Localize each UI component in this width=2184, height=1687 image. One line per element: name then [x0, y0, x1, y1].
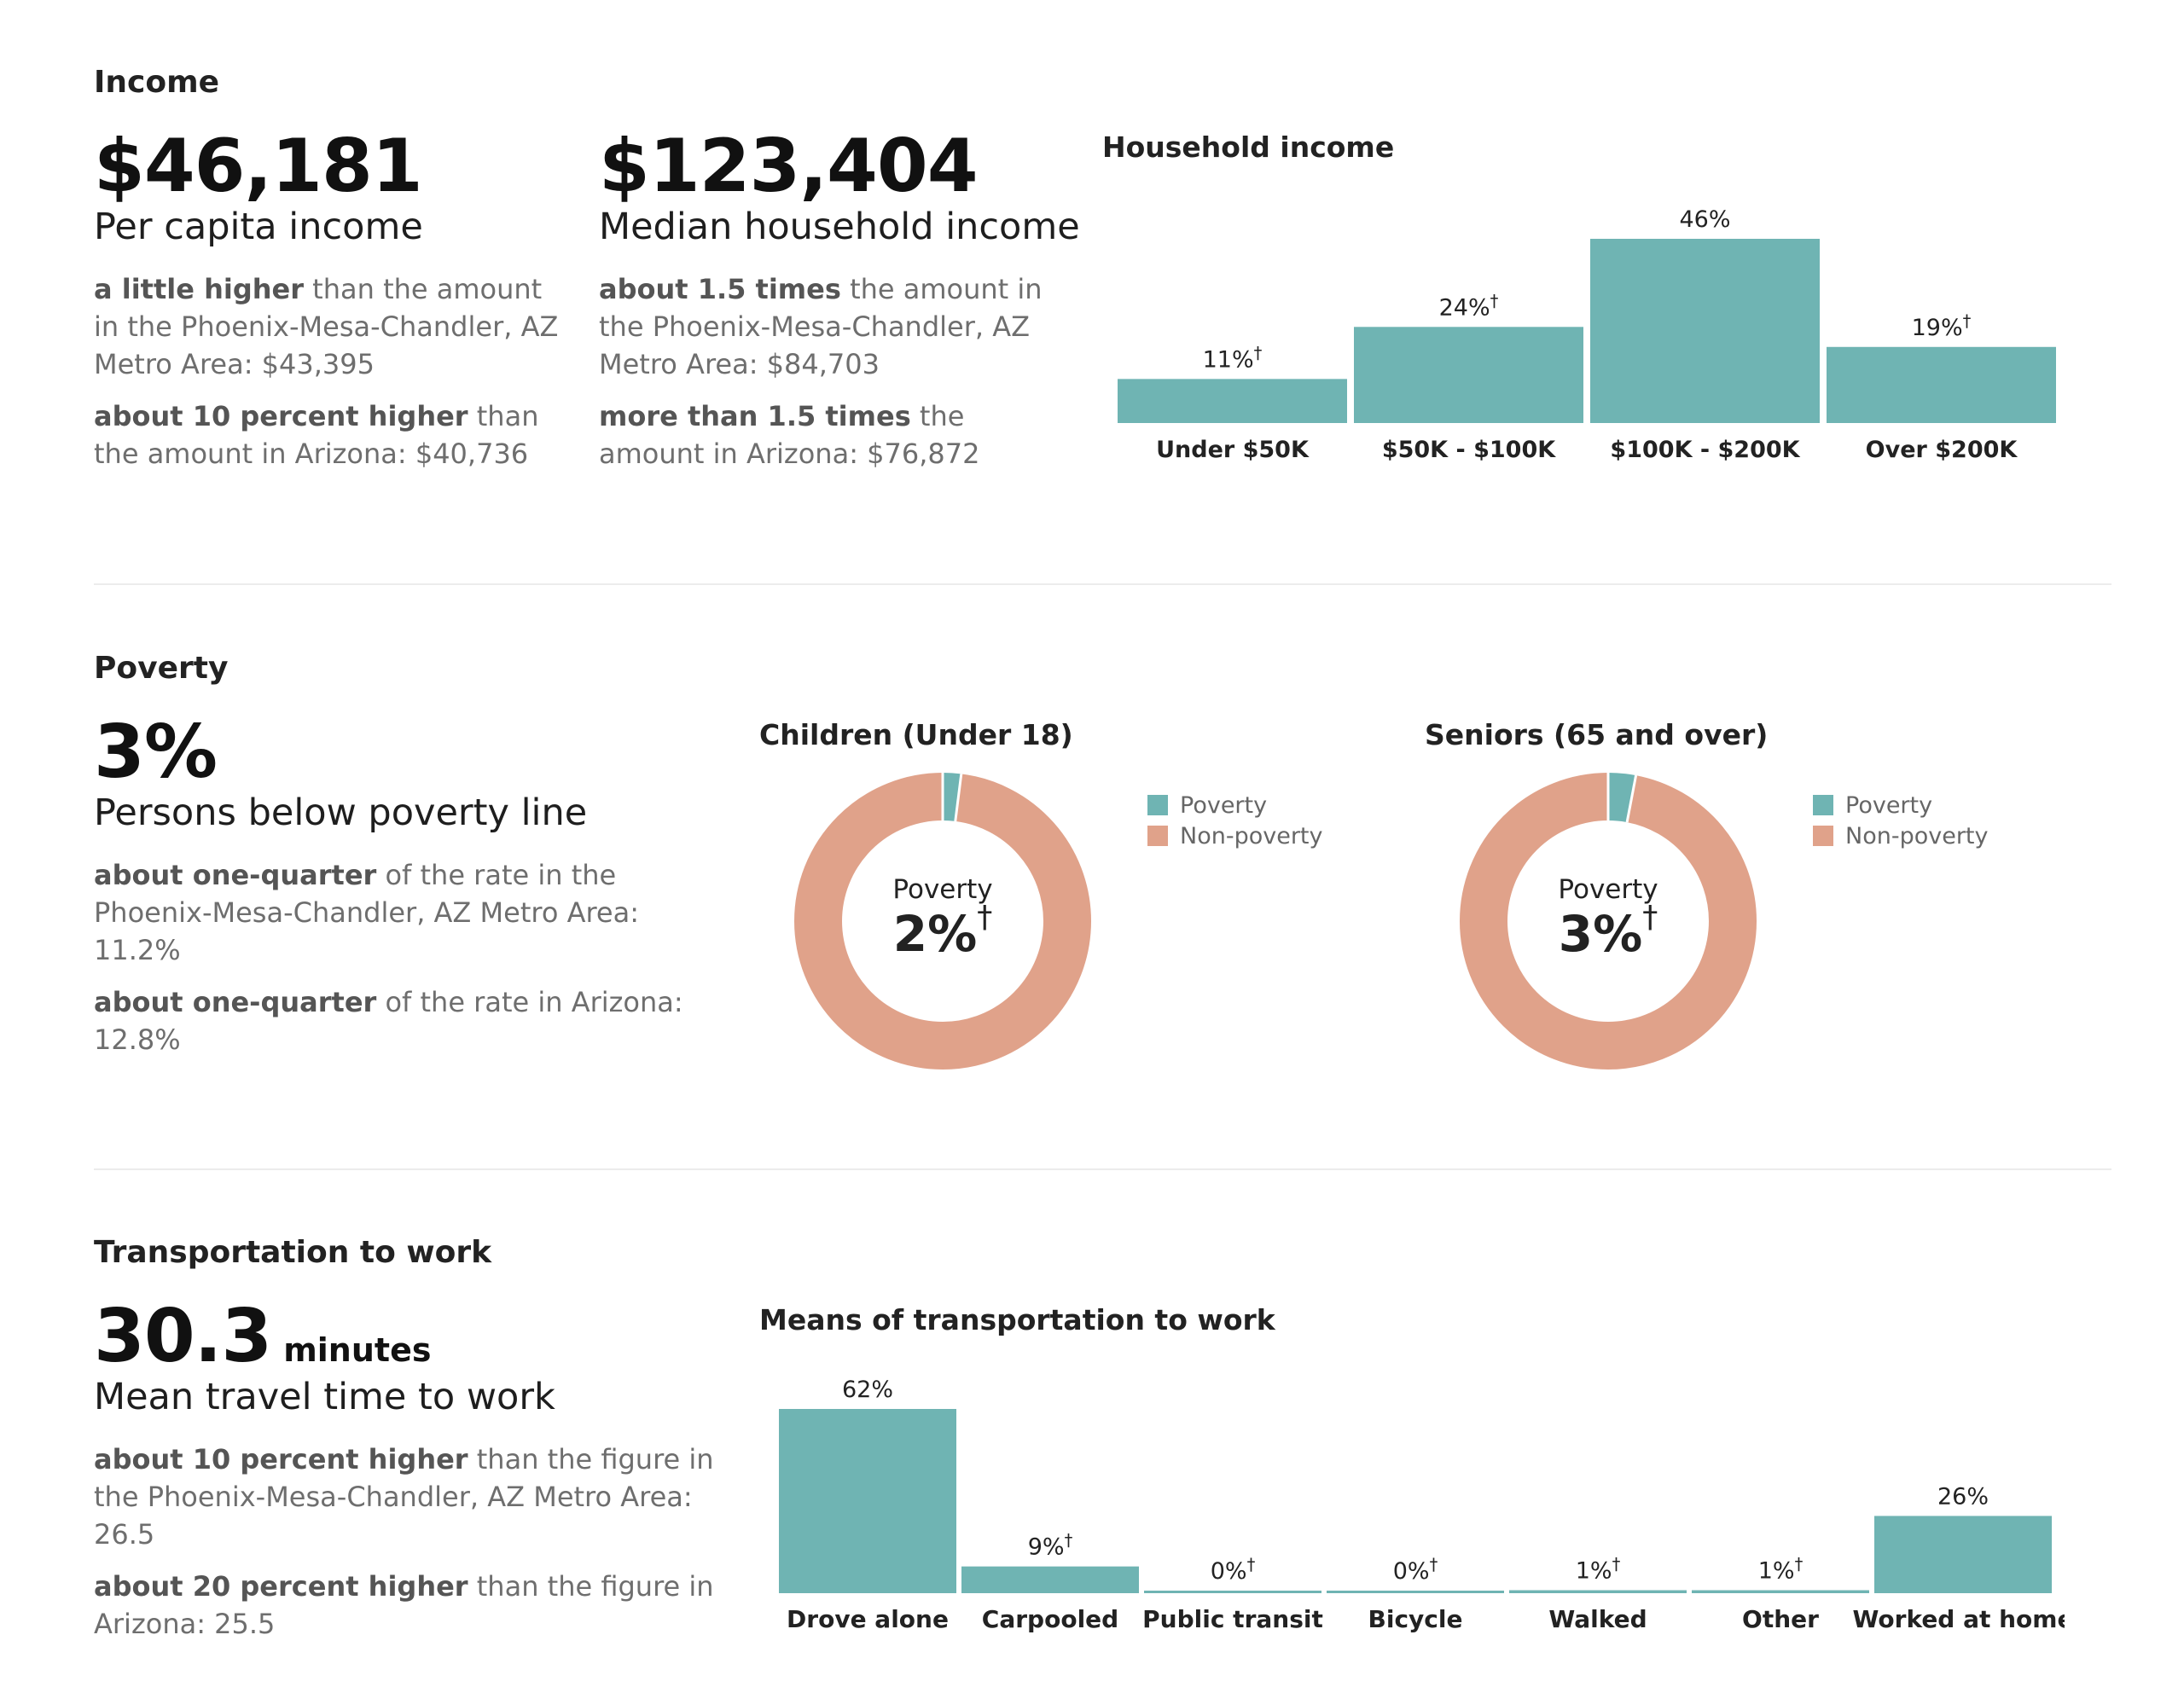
bar-under-50k: [1118, 379, 1347, 423]
bar-worked-at-home: [1874, 1516, 2052, 1593]
travel-time-value-row: 30.3 minutes: [94, 1294, 742, 1379]
median-household-income-value: $123,404: [599, 124, 979, 209]
category-label-bicycle: Bicycle: [1368, 1605, 1463, 1633]
transport-means-chart: 62% Drove alone 9%† Carpooled 0%† Public tran…: [779, 1377, 2065, 1633]
poverty-rate-value: 3%: [94, 710, 218, 795]
category-label-worked-at-home: Worked at home: [1853, 1605, 2065, 1633]
travel-time-state-comparison: about 20 percent higher than the figure …: [94, 1570, 714, 1640]
poverty-section-divider: [94, 1168, 2111, 1170]
legend-swatch-non-poverty: [1147, 826, 1168, 846]
bar-other: [1692, 1590, 1869, 1593]
per-capita-income-block: $46,181 Per capita income a little highe…: [94, 124, 572, 487]
bar-walked: [1509, 1590, 1687, 1593]
legend-item-non-poverty: Non-poverty: [1147, 820, 1322, 851]
category-label-100k-200k: $100K - $200K: [1610, 437, 1800, 463]
data-label-100k-200k: 46%: [1679, 206, 1730, 233]
bar-public-transit: [1144, 1591, 1321, 1593]
bar-100k-200k: [1590, 239, 1820, 423]
travel-time-unit: minutes: [283, 1331, 432, 1369]
data-label-under-50k: 11%†: [1203, 343, 1263, 373]
children-poverty-center-value: 2%†: [892, 900, 993, 963]
category-label-other: Other: [1742, 1605, 1819, 1633]
travel-time-comparisons: about 10 percent higher than the figure …: [94, 1441, 742, 1643]
legend-swatch-poverty: [1813, 795, 1833, 815]
median-household-income-label: Median household income: [599, 206, 1080, 248]
poverty-comparisons: about one-quarter of the rate in the Pho…: [94, 856, 708, 1058]
median-household-income-block: $123,404 Median household income about 1…: [599, 124, 1080, 487]
legend-item-poverty: Poverty: [1147, 790, 1322, 820]
slice-separator: [954, 774, 963, 822]
travel-time-metro-comparison: about 10 percent higher than the figure …: [94, 1443, 714, 1551]
seniors-poverty-center: Poverty 3%†: [1506, 874, 1711, 963]
bar-carpooled: [961, 1566, 1139, 1593]
seniors-poverty-chart-title: Seniors (65 and over): [1425, 718, 1769, 751]
poverty-rate-label: Persons below poverty line: [94, 791, 588, 834]
legend-item-non-poverty: Non-poverty: [1813, 820, 1988, 851]
category-label-drove-alone: Drove alone: [787, 1605, 949, 1633]
median-household-state-comparison: more than 1.5 times the amount in Arizon…: [599, 400, 980, 470]
legend-swatch-non-poverty: [1813, 826, 1833, 846]
category-label-walked: Walked: [1548, 1605, 1647, 1633]
per-capita-income-label: Per capita income: [94, 206, 423, 248]
median-household-comparisons: about 1.5 times the amount in the Phoeni…: [599, 270, 1051, 472]
legend-item-poverty: Poverty: [1813, 790, 1988, 820]
data-label-worked-at-home: 26%: [1937, 1483, 1989, 1510]
data-label-other: 1%†: [1758, 1555, 1804, 1585]
income-section-divider: [94, 583, 2111, 585]
travel-time-label: Mean travel time to work: [94, 1376, 555, 1418]
children-poverty-donut: [794, 773, 1091, 1070]
category-label-over-200k: Over $200K: [1866, 437, 2018, 463]
seniors-poverty-donut: [1460, 773, 1757, 1070]
poverty-metro-comparison: about one-quarter of the rate in the Pho…: [94, 859, 639, 966]
bar-bicycle: [1327, 1591, 1504, 1593]
household-income-chart: 11%† Under $50K 24%† $50K - $100K 46% $100K -…: [1118, 206, 2056, 463]
children-poverty-legend: Poverty Non-poverty: [1147, 790, 1322, 851]
bar-50k-100k: [1354, 327, 1583, 423]
seniors-poverty-center-label: Poverty: [1558, 874, 1658, 905]
data-label-50k-100k: 24%†: [1439, 291, 1499, 321]
data-label-carpooled: 9%†: [1028, 1531, 1073, 1561]
data-label-bicycle: 0%†: [1393, 1555, 1438, 1585]
travel-time-value: 30.3: [94, 1294, 272, 1379]
slice-separator: [1625, 774, 1638, 823]
transport-section-title: Transportation to work: [94, 1235, 492, 1270]
bar-over-200k: [1827, 346, 2056, 423]
data-label-walked: 1%†: [1576, 1555, 1621, 1585]
data-label-over-200k: 19%†: [1912, 311, 1972, 341]
category-label-under-50k: Under $50K: [1156, 437, 1310, 463]
bar-drove-alone: [779, 1409, 956, 1593]
per-capita-state-comparison: about 10 percent higher than the amount …: [94, 400, 539, 470]
seniors-poverty-center-value: 3%†: [1558, 900, 1658, 963]
category-label-public-transit: Public transit: [1142, 1605, 1323, 1633]
poverty-section-title: Poverty: [94, 651, 229, 686]
children-poverty-chart-title: Children (Under 18): [759, 718, 1073, 751]
children-poverty-center: Poverty 2%†: [840, 874, 1045, 963]
poverty-rate-block: 3% Persons below poverty line about one-…: [94, 710, 708, 1073]
median-household-metro-comparison: about 1.5 times the amount in the Phoeni…: [599, 273, 1043, 380]
income-section-title: Income: [94, 65, 220, 100]
poverty-state-comparison: about one-quarter of the rate in Arizona…: [94, 986, 683, 1056]
data-label-drove-alone: 62%: [842, 1377, 893, 1403]
per-capita-income-comparisons: a little higher than the amount in the P…: [94, 270, 572, 472]
household-income-chart-title: Household income: [1102, 130, 1395, 164]
travel-time-block: 30.3 minutes Mean travel time to work abo…: [94, 1294, 742, 1657]
children-poverty-center-label: Poverty: [892, 874, 993, 905]
transport-means-chart-title: Means of transportation to work: [759, 1303, 1275, 1336]
category-label-50k-100k: $50K - $100K: [1382, 437, 1556, 463]
per-capita-metro-comparison: a little higher than the amount in the P…: [94, 273, 559, 380]
legend-swatch-poverty: [1147, 795, 1168, 815]
data-label-public-transit: 0%†: [1211, 1555, 1256, 1585]
category-label-carpooled: Carpooled: [982, 1605, 1118, 1633]
per-capita-income-value: $46,181: [94, 124, 423, 209]
seniors-poverty-legend: Poverty Non-poverty: [1813, 790, 1988, 851]
